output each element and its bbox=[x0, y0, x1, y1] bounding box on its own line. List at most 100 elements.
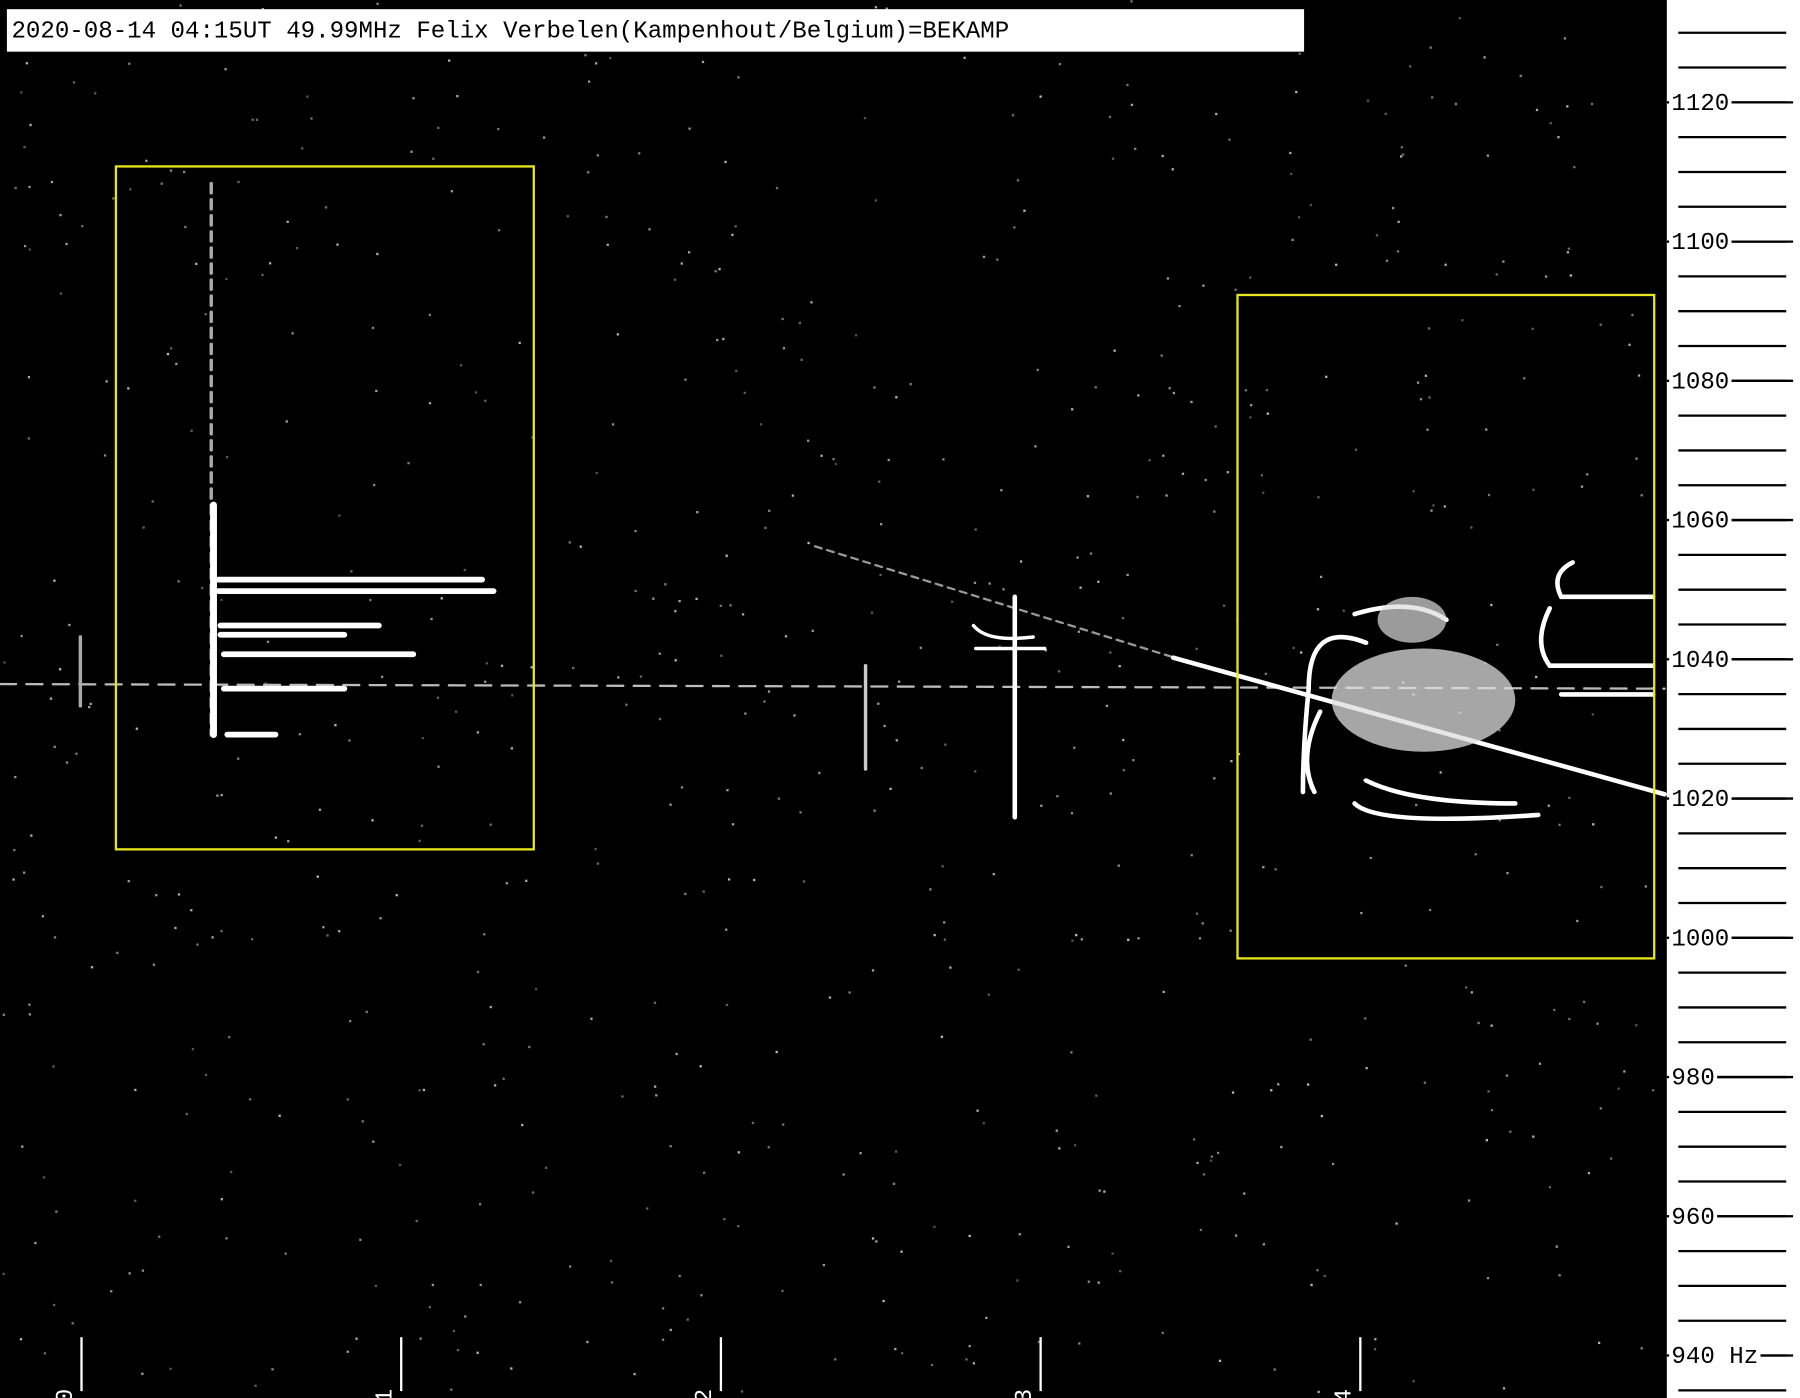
noise-dot bbox=[781, 1289, 784, 1293]
noise-dot bbox=[489, 1005, 492, 1009]
noise-dot bbox=[569, 1265, 572, 1268]
noise-dot bbox=[13, 848, 16, 852]
noise-dot bbox=[725, 554, 728, 557]
noise-dot bbox=[1644, 885, 1647, 888]
noise-dot bbox=[530, 666, 533, 669]
x-tick-label: 04:11 bbox=[372, 1389, 399, 1398]
noise-dot bbox=[53, 1303, 56, 1307]
axes: 1120 1100 1080 1060 1040 1020 1000 980 960 940 Hz… bbox=[53, 31, 1794, 1398]
noise-dot bbox=[1553, 1008, 1556, 1012]
noise-dot bbox=[883, 724, 886, 728]
noise-dot bbox=[1214, 425, 1217, 428]
noise-dot bbox=[775, 186, 779, 190]
noise-dot bbox=[450, 190, 453, 193]
noise-dot bbox=[1132, 759, 1135, 762]
noise-dot bbox=[1535, 108, 1539, 112]
noise-dot bbox=[1487, 1090, 1490, 1093]
noise-dot bbox=[349, 1019, 352, 1023]
noise-dot bbox=[1419, 398, 1423, 401]
noise-dot bbox=[606, 243, 609, 246]
noise-dot bbox=[182, 170, 186, 174]
noise-dot bbox=[220, 598, 223, 601]
noise-dot bbox=[25, 62, 29, 65]
noise-dot bbox=[521, 1123, 524, 1127]
noise-dot bbox=[1199, 1228, 1203, 1232]
noise-dot bbox=[873, 809, 876, 812]
noise-dot bbox=[737, 1151, 740, 1154]
noise-dot bbox=[65, 242, 68, 246]
noise-dot bbox=[110, 1290, 113, 1293]
x-tick-label: 04:12 bbox=[692, 1389, 719, 1398]
noise-dot bbox=[764, 526, 767, 530]
noise-dot bbox=[759, 423, 763, 426]
noise-dot bbox=[972, 1362, 976, 1365]
noise-dot bbox=[152, 963, 156, 966]
noise-dot bbox=[1319, 575, 1323, 579]
noise-dot bbox=[1098, 1189, 1101, 1192]
noise-dot bbox=[1274, 868, 1277, 871]
noise-dot bbox=[1234, 288, 1237, 291]
noise-dot bbox=[1331, 1162, 1335, 1166]
noise-dot bbox=[322, 926, 325, 929]
noise-dot bbox=[436, 696, 440, 699]
noise-dot bbox=[811, 629, 814, 632]
noise-dot bbox=[1076, 556, 1079, 559]
noise-dot bbox=[1592, 823, 1595, 826]
noise-dot bbox=[594, 847, 597, 851]
label-bg bbox=[1669, 367, 1732, 395]
noise-dot bbox=[361, 1120, 364, 1123]
noise-dot bbox=[1291, 238, 1294, 242]
noise-dot bbox=[338, 514, 341, 517]
noise-dot bbox=[1097, 1281, 1100, 1284]
noise-dot bbox=[1244, 389, 1248, 392]
noise-dot bbox=[638, 152, 641, 155]
noise-dot bbox=[112, 197, 115, 200]
echoes bbox=[0, 181, 1667, 822]
meteor-blob bbox=[1331, 648, 1516, 752]
noise-dot bbox=[996, 258, 999, 261]
noise-dot bbox=[1094, 386, 1097, 389]
noise-dot bbox=[933, 1225, 936, 1229]
y-tick-label: 960 bbox=[1671, 1205, 1714, 1232]
noise-dot bbox=[1105, 704, 1109, 708]
noise-dot bbox=[1416, 381, 1420, 384]
noise-dot bbox=[379, 917, 382, 920]
noise-dot bbox=[1056, 795, 1059, 798]
noise-dot bbox=[450, 1388, 453, 1391]
noise-dot bbox=[1640, 494, 1643, 497]
noise-dot bbox=[1298, 52, 1301, 55]
noise-dot bbox=[976, 1109, 979, 1112]
noise-dot bbox=[286, 220, 289, 224]
noise-dot bbox=[822, 1263, 826, 1267]
noise-dot bbox=[834, 462, 837, 466]
noise-dot bbox=[23, 145, 26, 149]
noise-dot bbox=[1077, 630, 1080, 633]
label-bg bbox=[1669, 924, 1732, 952]
noise-dot bbox=[177, 580, 180, 583]
noise-dot bbox=[595, 471, 598, 475]
noise-dot bbox=[298, 733, 301, 736]
noise-dot bbox=[1412, 1379, 1415, 1383]
noise-dot bbox=[1013, 226, 1016, 229]
noise-dot bbox=[658, 717, 662, 721]
noise-dot bbox=[169, 169, 173, 172]
noise-dot bbox=[1631, 313, 1634, 317]
noise-dot bbox=[1320, 1114, 1324, 1118]
noise-dot bbox=[1586, 473, 1589, 476]
noise-dot bbox=[625, 703, 628, 706]
noise-dot bbox=[943, 938, 947, 941]
noise-dot bbox=[1428, 908, 1432, 912]
noise-dot bbox=[965, 1358, 968, 1361]
y-tick-label: 1000 bbox=[1671, 926, 1729, 953]
noise-dot bbox=[1600, 885, 1603, 889]
noise-dot bbox=[141, 1269, 145, 1272]
noise-dot bbox=[1137, 394, 1140, 397]
noise-dot bbox=[510, 747, 514, 750]
noise-dot bbox=[1360, 911, 1363, 915]
noise-dot bbox=[410, 150, 413, 153]
noise-dot bbox=[784, 635, 788, 638]
noise-dot bbox=[1580, 485, 1584, 488]
noise-dot bbox=[1162, 454, 1165, 457]
noise-dot bbox=[28, 1013, 31, 1016]
noise-dot bbox=[1195, 647, 1198, 650]
